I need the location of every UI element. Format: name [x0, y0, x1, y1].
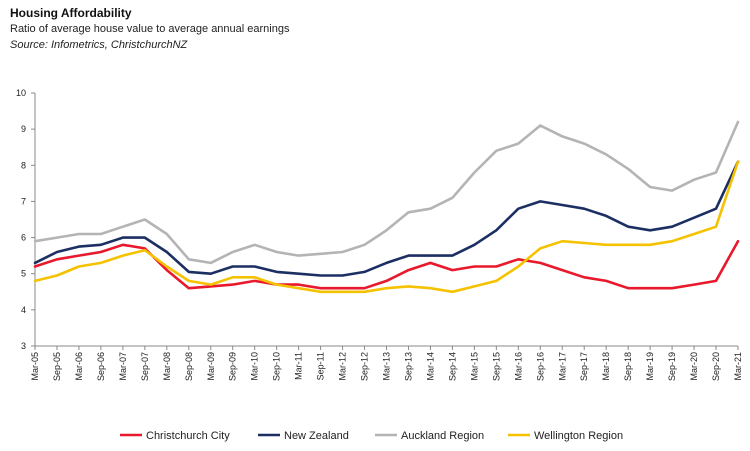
x-tick-label: Mar-06	[74, 352, 84, 381]
y-tick-label: 9	[21, 124, 26, 134]
y-tick-label: 3	[21, 341, 26, 351]
chart-source: Source: Infometrics, ChristchurchNZ	[10, 39, 188, 51]
x-tick-label: Sep-20	[711, 352, 721, 381]
x-tick-label: Sep-19	[667, 352, 677, 381]
legend-label: New Zealand	[284, 430, 349, 442]
y-tick-label: 10	[16, 88, 26, 98]
x-tick-label: Sep-06	[96, 352, 106, 381]
series-line-wellington-region	[33, 160, 740, 294]
x-tick-label: Mar-05	[30, 352, 40, 381]
x-tick-label: Sep-11	[316, 352, 326, 380]
chart-title: Housing Affordability	[10, 6, 132, 20]
x-tick-label: Sep-05	[52, 352, 62, 381]
chart-legend: Christchurch City New Zealand Auckland Reg…	[120, 430, 623, 442]
y-tick-label: 8	[21, 160, 26, 170]
x-tick-label: Sep-17	[579, 352, 589, 381]
x-tick-label: Mar-11	[294, 352, 304, 380]
series-line-auckland-region	[33, 120, 740, 265]
x-tick-label: Sep-15	[491, 352, 501, 381]
series-line-christchurch-city	[33, 239, 740, 290]
x-tick-label: Sep-13	[403, 352, 413, 381]
x-tick-label: Mar-20	[689, 352, 699, 381]
legend-label: Auckland Region	[401, 430, 484, 442]
chart-subtitle: Ratio of average house value to average …	[10, 23, 290, 35]
x-tick-label: Mar-16	[513, 352, 523, 381]
x-tick-label: Mar-12	[338, 352, 348, 381]
x-tick-label: Sep-18	[623, 352, 633, 381]
x-tick-label: Mar-14	[425, 352, 435, 381]
x-tick-label: Mar-21	[733, 352, 743, 381]
x-tick-label: Mar-13	[382, 352, 392, 381]
y-tick-label: 6	[21, 233, 26, 243]
x-tick-label: Sep-08	[184, 352, 194, 381]
x-tick-label: Mar-07	[118, 352, 128, 381]
x-tick-label: Mar-09	[206, 352, 216, 381]
x-tick-label: Mar-19	[645, 352, 655, 381]
series-line-new-zealand	[33, 160, 740, 277]
x-tick-label: Sep-12	[360, 352, 370, 381]
y-tick-label: 4	[21, 305, 26, 315]
x-tick-label: Mar-08	[162, 352, 172, 381]
y-tick-label: 5	[21, 269, 26, 279]
legend-label: Wellington Region	[534, 430, 623, 442]
legend-label: Christchurch City	[146, 430, 230, 442]
x-tick-label: Sep-07	[140, 352, 150, 381]
x-tick-label: Sep-09	[228, 352, 238, 381]
x-tick-label: Mar-18	[601, 352, 611, 381]
x-tick-label: Sep-16	[535, 352, 545, 381]
chart-series	[33, 120, 740, 294]
y-tick-label: 7	[21, 196, 26, 206]
x-tick-label: Mar-15	[469, 352, 479, 381]
chart-axes: 3 4 5 6 7 8 9 10 Mar-05 Sep-05 Mar-06 Sep-06 Mar-07 S…	[16, 88, 743, 381]
x-tick-label: Mar-10	[250, 352, 260, 381]
x-tick-label: Sep-10	[272, 352, 282, 381]
x-tick-label: Mar-17	[557, 352, 567, 381]
x-tick-label: Sep-14	[447, 352, 457, 381]
